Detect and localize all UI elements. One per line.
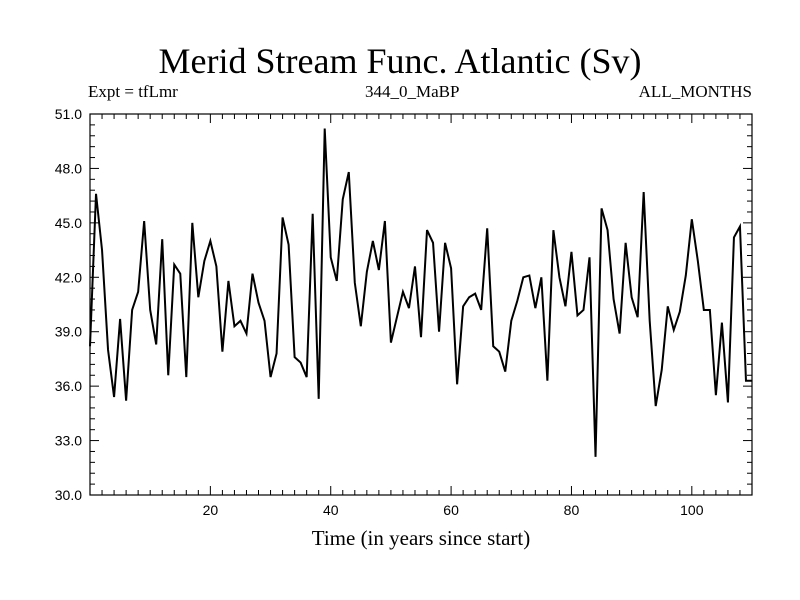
y-tick-label: 51.0 xyxy=(55,106,82,122)
period-label: 344_0_MaBP xyxy=(365,82,460,101)
y-tick-label: 36.0 xyxy=(55,378,82,394)
x-tick-label: 60 xyxy=(443,502,459,518)
x-tick-label: 100 xyxy=(680,502,704,518)
months-label: ALL_MONTHS xyxy=(638,82,752,101)
x-tick-label: 80 xyxy=(564,502,580,518)
plot-frame xyxy=(89,113,753,496)
y-tick-label: 42.0 xyxy=(55,269,82,285)
x-tick-label: 20 xyxy=(203,502,219,518)
experiment-label: Expt = tfLmr xyxy=(88,82,178,101)
y-tick-label: 45.0 xyxy=(55,215,82,231)
series-line xyxy=(89,128,752,457)
y-tick-label: 33.0 xyxy=(55,433,82,449)
y-tick-label: 39.0 xyxy=(55,324,82,340)
y-tick-label: 48.0 xyxy=(55,160,82,176)
x-tick-label: 40 xyxy=(323,502,339,518)
y-tick-label: 30.0 xyxy=(55,487,82,503)
x-axis-label: Time (in years since start) xyxy=(311,526,531,550)
chart-title: Merid Stream Func. Atlantic (Sv) xyxy=(158,41,642,81)
